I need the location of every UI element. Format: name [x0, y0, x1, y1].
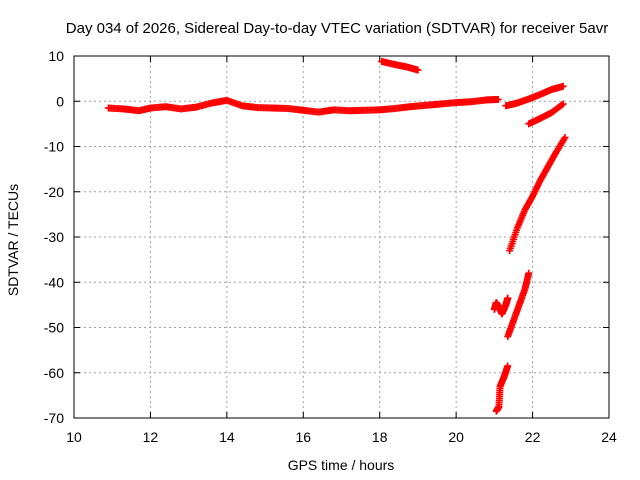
y-tick-label: -20: [44, 184, 64, 200]
y-tick-label: -30: [44, 229, 64, 245]
x-tick-label: 14: [219, 429, 235, 445]
data-point-marker: [559, 100, 567, 108]
x-tick-label: 16: [295, 429, 311, 445]
x-tick-label: 10: [66, 429, 82, 445]
series-bottom-fragments: [492, 362, 512, 415]
data-point-marker: [561, 133, 569, 141]
plot-frame: [73, 55, 610, 419]
data-point-marker: [558, 101, 566, 109]
y-tick-label: -10: [44, 139, 64, 155]
series-upper-band-right: [502, 82, 567, 110]
data-point-marker: [559, 82, 567, 90]
y-tick-label: -50: [44, 320, 64, 336]
data-point-marker: [504, 294, 512, 302]
y-tick-label: -60: [44, 365, 64, 381]
data-point-marker: [414, 66, 422, 74]
chart-title: Day 034 of 2026, Sidereal Day-to-day VTE…: [66, 20, 608, 37]
x-tick-label: 22: [525, 429, 541, 445]
series-lower-diagonal-curve: [504, 269, 533, 341]
y-tick-label: 10: [48, 48, 64, 64]
x-axis-label: GPS time / hours: [288, 457, 395, 473]
x-tick-label: 18: [372, 429, 388, 445]
y-axis-tick-labels: 10 0 -10 -20 -30 -40 -50 -60 -70: [44, 48, 64, 426]
series-segment-near-18h: [378, 57, 422, 74]
series-cluster-near-21h: [490, 294, 512, 318]
y-axis-label: SDTVAR / TECUs: [5, 184, 21, 296]
plot-area: [104, 57, 569, 415]
x-axis-tick-labels: 10 12 14 16 18 20 22 24: [66, 429, 617, 445]
data-point-marker: [504, 362, 512, 370]
x-tick-label: 12: [143, 429, 159, 445]
y-tick-label: 0: [56, 93, 64, 109]
series-upper-recovery-curve: [525, 100, 567, 128]
y-tick-label: -40: [44, 274, 64, 290]
series-main-band: [104, 95, 502, 116]
x-tick-label: 24: [601, 429, 617, 445]
data-point-marker: [525, 269, 533, 277]
data-point-marker: [494, 95, 502, 103]
x-tick-label: 20: [448, 429, 464, 445]
series-steep-recovery-curve: [506, 133, 569, 255]
y-tick-label: -70: [44, 410, 64, 426]
